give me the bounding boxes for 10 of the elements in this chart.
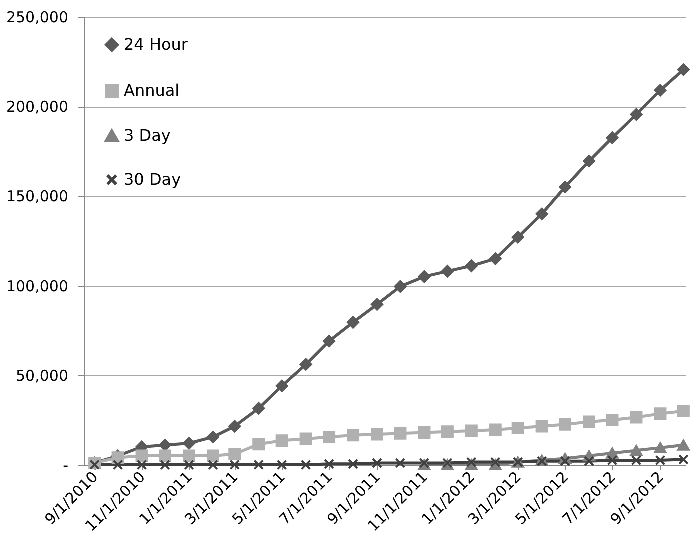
legend-label: Annual bbox=[124, 81, 180, 100]
y-tick-label: 150,000 bbox=[6, 188, 68, 206]
y-tick-label: 50,000 bbox=[16, 366, 68, 385]
y-tick-label: 200,000 bbox=[6, 98, 68, 116]
y-tick-label: 100,000 bbox=[6, 277, 68, 296]
y-tick-label: 250,000 bbox=[6, 8, 68, 26]
legend-label: 24 Hour bbox=[124, 35, 188, 54]
y-tick-label: - bbox=[63, 456, 68, 474]
legend-label: 3 Day bbox=[124, 126, 171, 145]
legend-label: 30 Day bbox=[124, 170, 182, 189]
